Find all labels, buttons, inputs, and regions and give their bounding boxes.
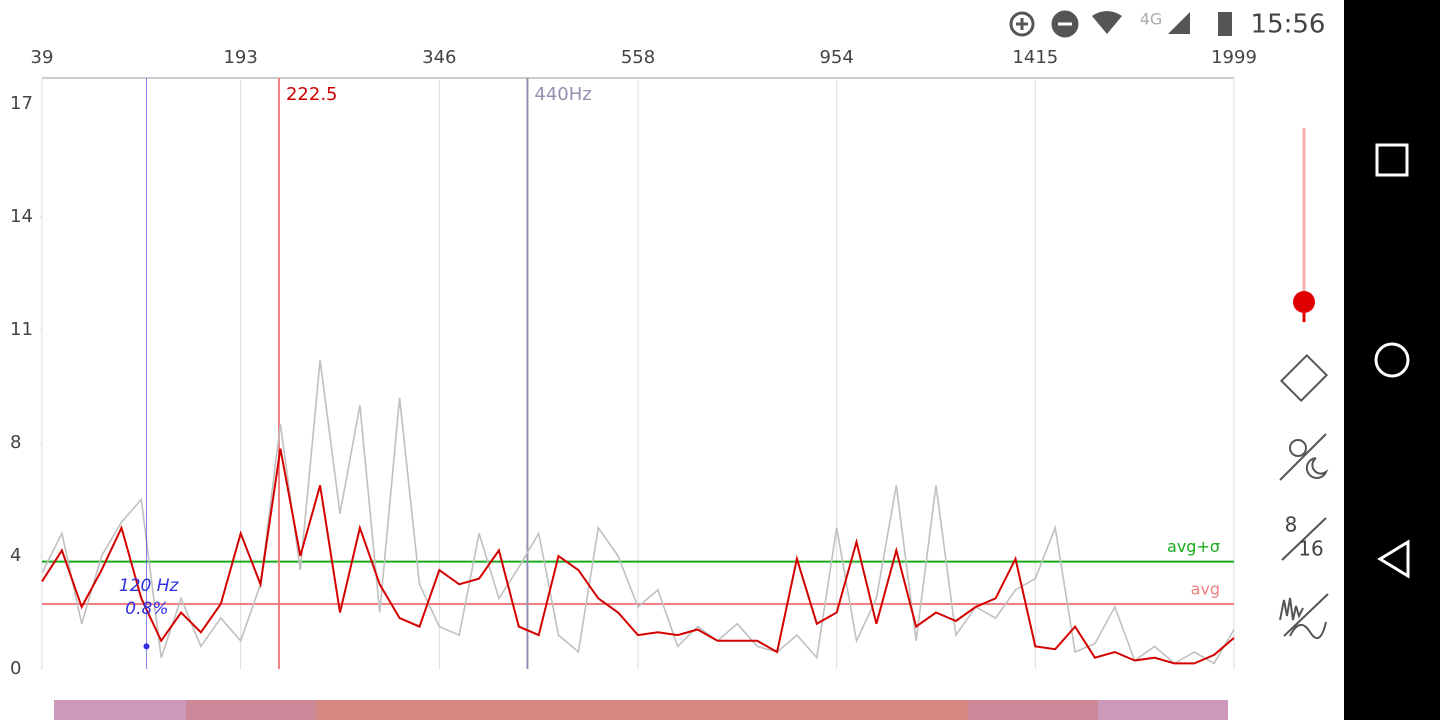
side-icons xyxy=(1279,353,1329,640)
status-icons xyxy=(1009,10,1232,38)
fraction-top: 8 xyxy=(1285,513,1298,537)
x-tick-label: 954 xyxy=(819,47,853,68)
bar-segment xyxy=(316,700,968,720)
x-tick-label: 193 xyxy=(223,47,257,68)
fraction-bottom: 16 xyxy=(1298,537,1323,561)
nav-bar xyxy=(1344,0,1440,720)
marker-label: 222.5 xyxy=(286,84,338,105)
x-tick-label: 1999 xyxy=(1211,47,1257,68)
spectrum-line xyxy=(41,359,1235,665)
reference-label: avg+σ xyxy=(1167,537,1220,556)
home-button[interactable] xyxy=(1374,342,1410,378)
bar-segment xyxy=(1098,700,1228,720)
y-tick-label: 4 xyxy=(10,545,21,566)
y-tick-label: 11 xyxy=(10,319,33,340)
back-button[interactable] xyxy=(1377,539,1410,579)
clock: 15:56 xyxy=(1251,10,1326,40)
y-tick-label: 17 xyxy=(10,93,33,114)
x-tick-label: 558 xyxy=(621,47,655,68)
cursor-level: 0.8% xyxy=(125,599,168,619)
plot: 39 193 346 558 954 1415 1999 0 4 8 11 14 17 avg+σ avg 2… xyxy=(10,47,1257,679)
marker-label: 440Hz xyxy=(534,84,591,105)
fraction-icon[interactable] xyxy=(1281,517,1327,561)
x-tick-label: 1415 xyxy=(1012,47,1058,68)
y-tick-label: 0 xyxy=(10,658,21,679)
spectrum-line xyxy=(41,448,1235,665)
x-tick-label: 346 xyxy=(422,47,456,68)
y-tick-label: 8 xyxy=(10,432,21,453)
day-night-icon[interactable] xyxy=(1289,439,1307,457)
network-label: 4G xyxy=(1140,10,1163,29)
recents-button[interactable] xyxy=(1375,143,1409,177)
bottom-bar xyxy=(54,700,1228,720)
bar-segment xyxy=(968,700,1098,720)
cursor-frequency: 120 Hz xyxy=(119,576,180,596)
x-tick-label: 39 xyxy=(31,47,54,68)
waveform-icon[interactable] xyxy=(1279,593,1329,640)
bar-segment xyxy=(54,700,186,720)
cursor-point xyxy=(143,643,150,650)
reference-label: avg xyxy=(1191,580,1220,599)
y-tick-label: 14 xyxy=(10,206,33,227)
rotate-icon[interactable] xyxy=(1279,353,1329,403)
bar-segment xyxy=(186,700,316,720)
